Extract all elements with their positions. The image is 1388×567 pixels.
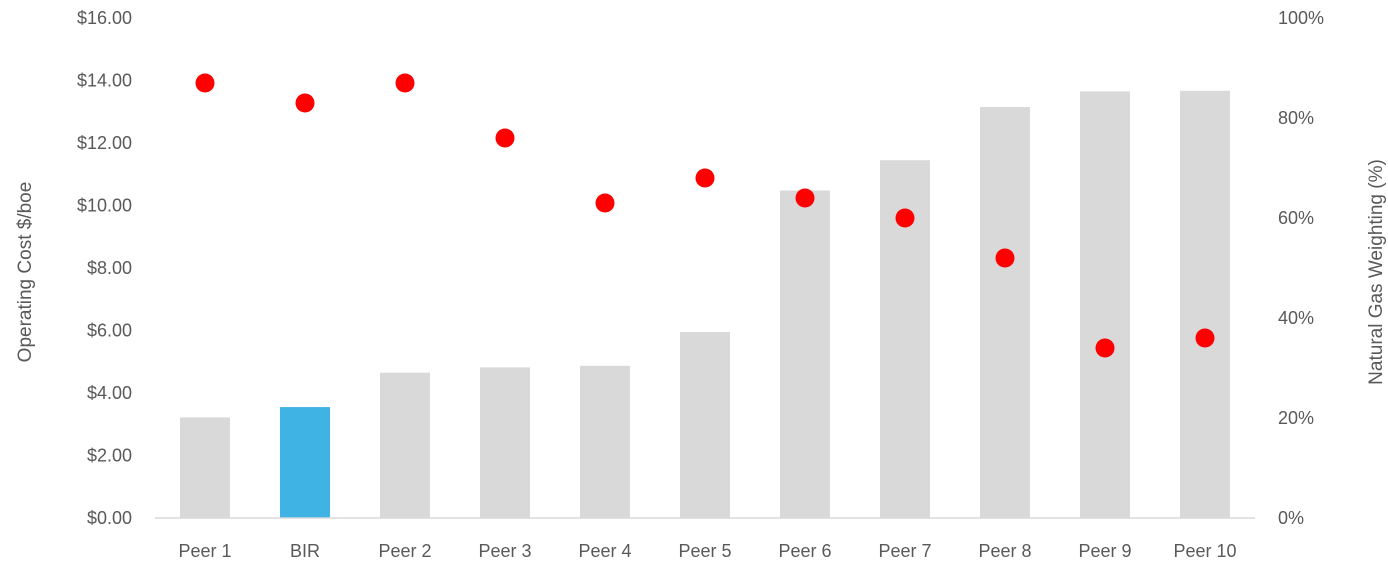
- point-peer-3: [496, 129, 515, 148]
- left-tick-label: $4.00: [87, 383, 132, 403]
- category-axis-ticks: Peer 1 BIR Peer 2 Peer 3 Peer 4 Peer 5 Peer 6 P…: [178, 541, 1236, 561]
- scatter-series: [196, 74, 1215, 358]
- category-label: Peer 2: [378, 541, 431, 561]
- left-tick-label: $16.00: [77, 8, 132, 28]
- bar-peer-6: [780, 191, 830, 519]
- category-label: Peer 10: [1173, 541, 1236, 561]
- point-peer-4: [596, 194, 615, 213]
- bar-peer-9: [1080, 91, 1130, 518]
- category-label: BIR: [290, 541, 320, 561]
- right-tick-label: 60%: [1278, 208, 1314, 228]
- bar-peer-8: [980, 107, 1030, 518]
- category-label: Peer 9: [1078, 541, 1131, 561]
- point-peer-9: [1096, 339, 1115, 358]
- bar-peer-10: [1180, 91, 1230, 518]
- bar-series: [180, 91, 1230, 518]
- left-tick-label: $2.00: [87, 446, 132, 466]
- point-peer-6: [796, 189, 815, 208]
- left-tick-label: $0.00: [87, 508, 132, 528]
- category-label: Peer 6: [778, 541, 831, 561]
- right-tick-label: 0%: [1278, 508, 1304, 528]
- category-label: Peer 3: [478, 541, 531, 561]
- category-label: Peer 1: [178, 541, 231, 561]
- bar-peer-1: [180, 417, 230, 518]
- right-tick-label: 40%: [1278, 308, 1314, 328]
- category-label: Peer 4: [578, 541, 631, 561]
- right-axis-ticks: 0% 20% 40% 60% 80% 100%: [1278, 8, 1324, 528]
- point-peer-5: [696, 169, 715, 188]
- point-peer-10: [1196, 329, 1215, 348]
- bar-peer-2: [380, 373, 430, 518]
- left-axis-ticks: $0.00 $2.00 $4.00 $6.00 $8.00 $10.00 $12.00 $14…: [77, 8, 132, 528]
- right-tick-label: 100%: [1278, 8, 1324, 28]
- point-peer-8: [996, 249, 1015, 268]
- point-peer-2: [396, 74, 415, 93]
- bar-peer-4: [580, 366, 630, 518]
- left-tick-label: $10.00: [77, 196, 132, 216]
- point-peer-1: [196, 74, 215, 93]
- right-tick-label: 20%: [1278, 408, 1314, 428]
- left-tick-label: $14.00: [77, 71, 132, 91]
- left-tick-label: $6.00: [87, 321, 132, 341]
- left-tick-label: $8.00: [87, 258, 132, 278]
- point-peer-7: [896, 209, 915, 228]
- category-label: Peer 7: [878, 541, 931, 561]
- bar-bir: [280, 407, 330, 518]
- right-axis-title: Natural Gas Weighting (%): [1366, 159, 1387, 385]
- category-label: Peer 8: [978, 541, 1031, 561]
- left-axis-title: Operating Cost $/boe: [15, 182, 36, 363]
- left-tick-label: $12.00: [77, 133, 132, 153]
- bar-peer-3: [480, 367, 530, 518]
- point-bir: [296, 94, 315, 113]
- bar-peer-5: [680, 332, 730, 518]
- category-label: Peer 5: [678, 541, 731, 561]
- right-tick-label: 80%: [1278, 108, 1314, 128]
